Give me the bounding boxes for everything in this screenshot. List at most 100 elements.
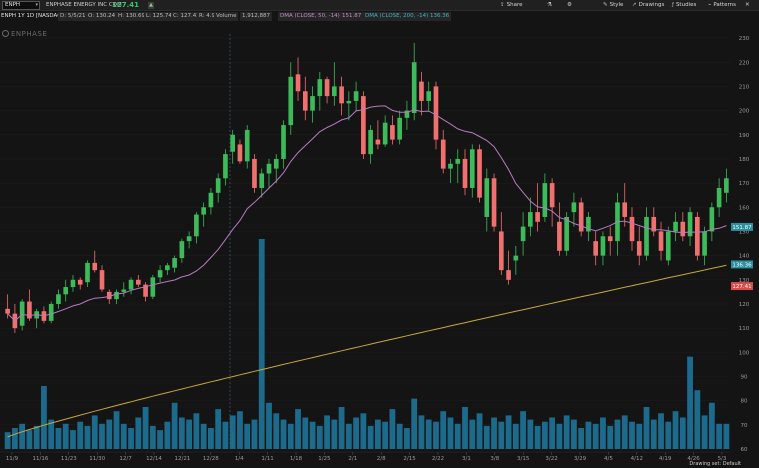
- patterns-icon: ⌁: [708, 2, 712, 8]
- volume-bar: [527, 419, 534, 449]
- volume-bar: [258, 239, 265, 449]
- volume-bar: [469, 419, 476, 449]
- chevron-down-icon[interactable]: ▾: [35, 2, 38, 8]
- volume-bar: [128, 428, 134, 449]
- flask-icon[interactable]: ⚗: [547, 2, 552, 8]
- price-change-icon: ▲: [148, 2, 154, 9]
- price-tick-label: 120: [739, 302, 750, 308]
- share-button[interactable]: ⇪ Share: [500, 0, 522, 11]
- date-tick-label: 4/19: [659, 456, 672, 461]
- candle-body: [549, 183, 555, 208]
- ohlc-date: D: 5/5/21: [58, 12, 88, 21]
- volume-bar: [280, 419, 287, 449]
- candle-body: [557, 221, 562, 251]
- price-tags: 151.87 136.36 127.41: [731, 222, 753, 291]
- patterns-label: Patterns: [713, 2, 736, 8]
- candle-body: [143, 284, 148, 297]
- style-button[interactable]: ✎ Style: [603, 0, 623, 11]
- candle-body: [5, 308, 10, 314]
- volume-bar: [19, 423, 26, 449]
- volume-bar: [541, 421, 548, 449]
- candle-body: [56, 294, 61, 304]
- date-tick-label: 12/28: [203, 456, 219, 461]
- candle-body: [339, 86, 344, 104]
- last-price-tag: 127.41: [732, 284, 751, 290]
- settings-icon[interactable]: ⚙: [567, 2, 572, 8]
- candle-body: [680, 221, 686, 237]
- candle-body: [70, 279, 76, 288]
- patterns-button[interactable]: ⌁ Patterns: [708, 0, 736, 11]
- volume-bar: [353, 417, 360, 449]
- candle-body: [63, 287, 69, 295]
- volume-bar: [483, 425, 490, 449]
- volume-bar: [687, 356, 693, 449]
- drawings-button[interactable]: ➚ Drawings: [632, 0, 664, 11]
- volume-bar: [607, 425, 614, 449]
- price-tick-label: 200: [739, 109, 750, 115]
- price-tick-label: 190: [739, 133, 750, 139]
- candle-body: [593, 241, 599, 256]
- volume-bar: [244, 423, 251, 449]
- volume-bar: [374, 419, 381, 449]
- dma50-price-tag-bg: [731, 222, 753, 231]
- company-name: ENPHASE ENERGY INC COM: [46, 2, 122, 8]
- volume-bar: [629, 421, 635, 449]
- volume-bar: [345, 423, 352, 449]
- candle-body: [368, 129, 373, 155]
- volume-bar: [106, 419, 113, 449]
- volume-bar: [135, 417, 142, 449]
- volume-bar: [498, 421, 505, 449]
- volume-bar: [222, 421, 229, 449]
- volume-bar: [534, 425, 541, 449]
- candle-body: [332, 86, 337, 97]
- share-label: Share: [506, 2, 523, 8]
- volume-bar: [200, 423, 207, 449]
- candle-body: [310, 96, 315, 111]
- volume-bar: [418, 415, 425, 449]
- volume-bar: [70, 430, 76, 449]
- price-tick-label: 150: [739, 229, 750, 235]
- volume-bar: [571, 419, 577, 449]
- volume-bar: [476, 413, 483, 449]
- candle-body: [397, 117, 402, 140]
- price-tick-label: 70: [741, 423, 748, 429]
- ohlc-low: L: 125.74: [144, 12, 174, 21]
- price-tick-label: 80: [741, 399, 748, 405]
- volume-bar: [585, 421, 592, 449]
- close-icon[interactable]: ✕: [745, 2, 750, 8]
- volume-bar: [41, 386, 47, 449]
- price-tick-label: 60: [741, 447, 748, 453]
- volume-bar: [382, 421, 389, 449]
- volume-bar: [440, 411, 447, 449]
- volume-bar: [287, 423, 294, 449]
- date-tick-label: 4/26: [687, 456, 700, 461]
- drawings-label: Drawings: [638, 2, 665, 8]
- volume-bar: [563, 415, 570, 449]
- symbol-input[interactable]: ENPH ▾: [2, 1, 40, 10]
- date-tick-label: 3/1: [462, 456, 471, 461]
- volume-bar: [556, 423, 563, 449]
- candle-body: [433, 86, 439, 140]
- candle-body: [266, 163, 272, 174]
- studies-button[interactable]: ƒ Studies: [672, 0, 696, 11]
- volume-bar: [178, 417, 185, 449]
- volume-bar: [186, 419, 193, 449]
- price-chart[interactable]: 60 70 80 90 100 110 120 130 140 150 160 170 180 190 20…: [0, 22, 759, 461]
- dma50-line: [7, 105, 727, 322]
- date-tick-label: 2/8: [377, 456, 386, 461]
- candle-body: [128, 279, 134, 290]
- candle-body: [172, 258, 177, 268]
- volume-bar: [454, 423, 461, 449]
- volume-bar: [229, 415, 236, 449]
- volume-bar: [99, 423, 105, 449]
- candle-body: [404, 110, 410, 118]
- date-tick-label: 3/8: [490, 456, 499, 461]
- candle-body: [411, 62, 417, 114]
- volume-bar: [491, 417, 497, 449]
- candle-body: [564, 216, 569, 251]
- logo-mark: [2, 30, 9, 37]
- volume-bar: [505, 415, 512, 449]
- volume-bar: [208, 428, 214, 449]
- candle-body: [259, 173, 265, 188]
- date-tick-label: 1/11: [261, 456, 273, 461]
